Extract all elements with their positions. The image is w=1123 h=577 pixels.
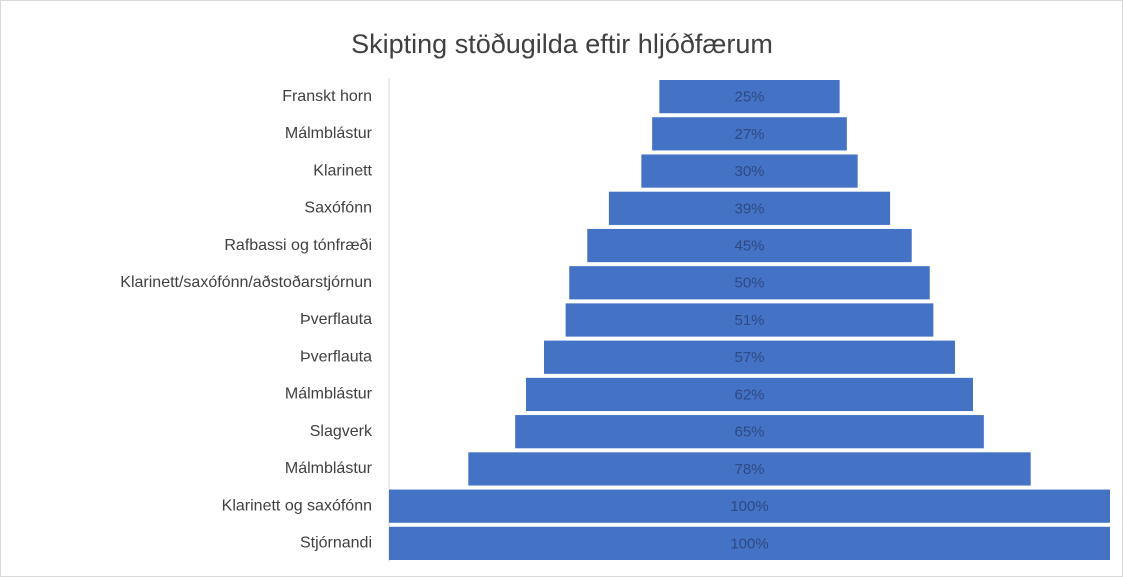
value-label: 57%	[734, 349, 764, 366]
value-label: 25%	[734, 89, 764, 106]
value-label: 78%	[734, 461, 764, 478]
bar	[569, 266, 930, 300]
category-label: Klarinett og saxófónn	[222, 497, 372, 514]
value-label: 27%	[734, 126, 764, 143]
value-label: 50%	[734, 275, 764, 292]
bar	[525, 377, 974, 412]
value-label: 100%	[730, 498, 768, 515]
category-label: Klarinett/saxófónn/aðstoðarstjórnun	[120, 274, 372, 291]
bar	[652, 117, 847, 151]
bar	[544, 340, 955, 374]
bar	[608, 191, 891, 225]
bar	[389, 489, 1110, 523]
value-label: 39%	[734, 200, 764, 217]
category-label: Klarinett	[313, 162, 372, 179]
category-label: Þverflauta	[300, 311, 372, 328]
value-label: 45%	[734, 238, 764, 255]
category-label: Stjórnandi	[300, 535, 372, 552]
bar	[587, 228, 912, 263]
value-label: 51%	[734, 312, 764, 329]
bar	[641, 154, 858, 188]
value-label: 62%	[734, 386, 764, 403]
value-label: 100%	[730, 535, 768, 552]
bar	[565, 303, 934, 337]
chart-title: Skipting stöðugilda eftir hljóðfærum	[351, 29, 773, 59]
category-label: Málmblástur	[285, 125, 373, 142]
category-label: Rafbassi og tónfræði	[224, 237, 372, 254]
bar	[389, 526, 1110, 560]
bar	[468, 452, 1031, 486]
value-label: 65%	[734, 424, 764, 441]
bar	[659, 80, 840, 114]
category-label: Þverflauta	[300, 348, 372, 365]
category-label: Málmblástur	[285, 460, 373, 477]
category-label: Franskt horn	[282, 88, 372, 105]
bar	[515, 415, 984, 449]
category-label: Saxófónn	[304, 200, 372, 217]
value-label: 30%	[734, 163, 764, 180]
category-label: Slagverk	[310, 423, 373, 440]
category-label: Málmblástur	[285, 386, 373, 403]
